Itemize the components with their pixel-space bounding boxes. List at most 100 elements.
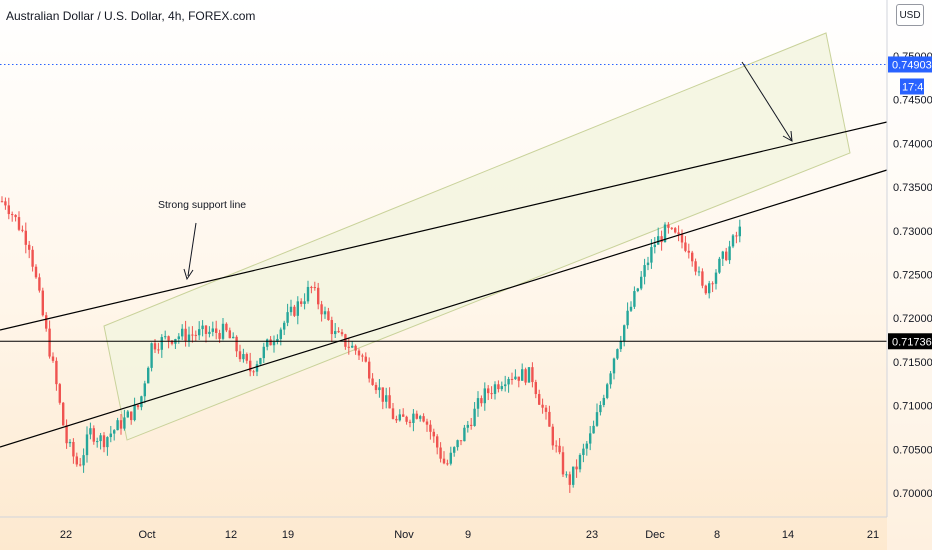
candle[interactable] [266, 338, 269, 351]
candle[interactable] [208, 326, 211, 338]
candle[interactable] [718, 256, 721, 274]
candle[interactable] [463, 424, 466, 442]
candle[interactable] [578, 453, 582, 473]
candle[interactable] [21, 225, 24, 233]
candle[interactable] [534, 379, 537, 399]
candle[interactable] [694, 258, 697, 276]
candle[interactable] [575, 459, 578, 478]
candle[interactable] [357, 348, 361, 361]
candle[interactable] [592, 420, 595, 434]
candle[interactable] [34, 264, 38, 279]
candle[interactable] [677, 225, 680, 242]
candle[interactable] [119, 414, 123, 435]
candle[interactable] [228, 327, 231, 339]
candle[interactable] [385, 387, 388, 409]
candle[interactable] [436, 434, 439, 455]
candle[interactable] [446, 459, 449, 466]
candle[interactable] [619, 335, 622, 352]
candle[interactable] [497, 380, 500, 393]
candle[interactable] [725, 247, 728, 262]
candle[interactable] [561, 446, 565, 477]
candle[interactable] [646, 256, 650, 271]
candle[interactable] [422, 413, 425, 423]
candle[interactable] [402, 408, 405, 417]
candle[interactable] [245, 352, 248, 364]
candle[interactable] [616, 348, 619, 360]
candle[interactable] [555, 440, 558, 453]
candle[interactable] [599, 401, 602, 416]
candle[interactable] [215, 320, 218, 340]
candle[interactable] [674, 226, 677, 234]
candle[interactable] [62, 401, 65, 426]
candle[interactable] [439, 442, 442, 463]
candle[interactable] [374, 382, 378, 394]
candle[interactable] [531, 362, 534, 388]
candle[interactable] [109, 425, 112, 443]
candle[interactable] [548, 405, 551, 427]
candle[interactable] [191, 326, 194, 343]
candle[interactable] [238, 344, 242, 362]
candle[interactable] [259, 357, 262, 365]
candle[interactable] [714, 269, 718, 290]
candle[interactable] [500, 381, 503, 392]
candle[interactable] [636, 287, 639, 293]
candle[interactable] [551, 423, 554, 450]
candle[interactable] [480, 395, 483, 407]
candle[interactable] [602, 394, 605, 408]
candle[interactable] [568, 471, 571, 493]
candle[interactable] [728, 240, 731, 264]
candle[interactable] [11, 211, 14, 222]
candle[interactable] [708, 280, 711, 299]
candle[interactable] [691, 250, 694, 267]
candle[interactable] [371, 373, 374, 386]
candle[interactable] [640, 271, 643, 291]
candle[interactable] [334, 323, 337, 338]
candle[interactable] [48, 320, 51, 359]
candle[interactable] [58, 382, 61, 405]
candle[interactable] [225, 322, 228, 333]
candle[interactable] [65, 419, 68, 449]
candle[interactable] [735, 231, 738, 244]
candle[interactable] [398, 409, 401, 422]
candle[interactable] [283, 320, 286, 336]
candle[interactable] [187, 326, 191, 347]
candle[interactable] [337, 327, 340, 333]
candle[interactable] [704, 284, 707, 295]
candle[interactable] [633, 286, 636, 309]
candle[interactable] [204, 324, 208, 343]
candle[interactable] [493, 381, 497, 400]
currency-button[interactable]: USD [896, 4, 924, 26]
candle[interactable] [510, 372, 514, 385]
candle[interactable] [113, 429, 116, 441]
candle[interactable] [609, 370, 612, 389]
candle[interactable] [150, 342, 153, 372]
candle[interactable] [629, 301, 633, 313]
candle[interactable] [412, 409, 415, 432]
candle[interactable] [476, 391, 480, 417]
candle[interactable] [24, 222, 27, 254]
candle[interactable] [72, 438, 75, 464]
candle[interactable] [429, 420, 432, 440]
candle[interactable] [595, 403, 599, 427]
candle[interactable] [697, 266, 701, 277]
candle[interactable] [490, 386, 493, 399]
candle[interactable] [221, 318, 225, 341]
projection-arrow-line[interactable] [741, 61, 793, 142]
candle[interactable] [643, 258, 646, 285]
candle[interactable] [449, 446, 452, 466]
candle[interactable] [320, 300, 323, 322]
candle[interactable] [517, 376, 520, 388]
candle[interactable] [75, 452, 78, 467]
candle[interactable] [89, 422, 92, 440]
candle[interactable] [653, 237, 656, 254]
candle[interactable] [524, 367, 527, 386]
candle[interactable] [218, 329, 221, 343]
candle[interactable] [310, 285, 313, 294]
candle[interactable] [279, 327, 282, 346]
candle[interactable] [181, 324, 184, 341]
candle[interactable] [82, 448, 85, 473]
candle[interactable] [582, 443, 585, 463]
candle[interactable] [296, 296, 299, 325]
candle[interactable] [415, 410, 418, 420]
